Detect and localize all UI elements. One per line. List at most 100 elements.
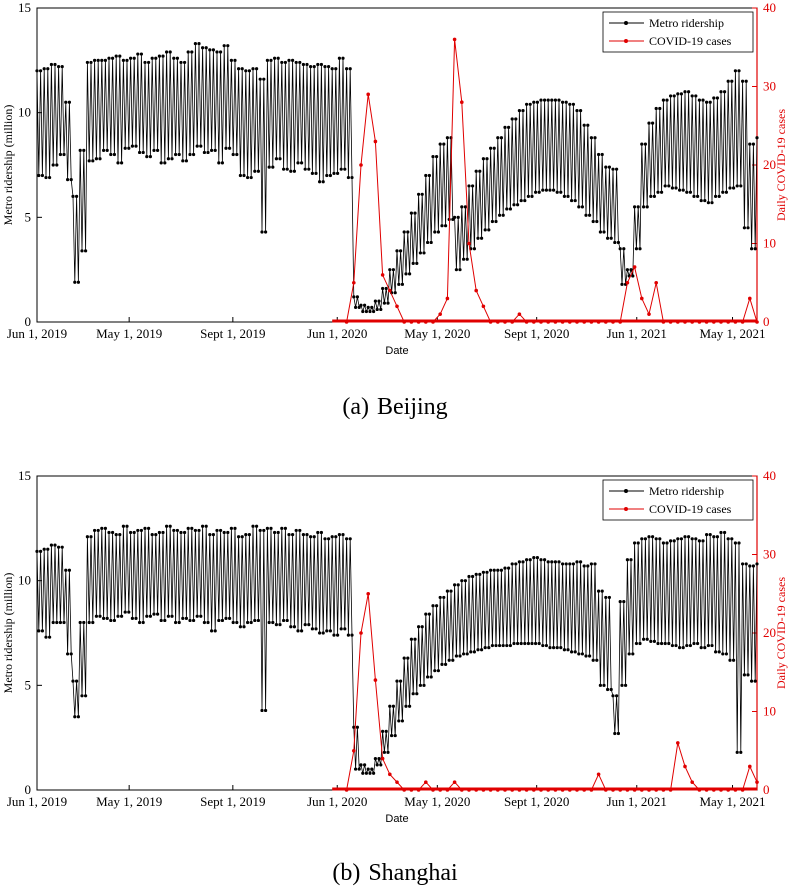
- covid-point: [373, 139, 378, 144]
- ridership-point: [341, 533, 345, 537]
- ridership-point: [42, 67, 46, 71]
- ridership-point: [667, 641, 671, 646]
- ridership-point: [744, 562, 748, 566]
- ridership-point: [238, 173, 242, 178]
- ridership-point: [159, 618, 163, 623]
- ridership-point: [478, 169, 482, 173]
- ridership-point: [427, 173, 431, 178]
- ridership-point: [296, 161, 300, 165]
- ridership-point: [325, 629, 329, 633]
- covid-point: [496, 788, 500, 792]
- ridership-point: [332, 633, 336, 637]
- ridership-line: [36, 526, 758, 775]
- ridership-point: [600, 589, 604, 593]
- ridership-point: [530, 641, 534, 646]
- ridership-point: [226, 44, 230, 48]
- ridership-point: [633, 541, 637, 545]
- ridership-point: [147, 526, 151, 530]
- ridership-point: [624, 683, 628, 687]
- covid-point: [352, 748, 356, 753]
- ridership-point: [604, 165, 608, 169]
- ridership-point: [458, 654, 462, 658]
- covid-point: [697, 788, 702, 792]
- ridership-point: [465, 257, 469, 261]
- ridership-point: [184, 159, 188, 163]
- legend: Metro ridership COVID-19 cases: [602, 11, 754, 53]
- covid-point: [740, 320, 745, 324]
- y2-tick-label: 10: [763, 236, 776, 251]
- ridership-point: [476, 648, 480, 652]
- ridership-point: [195, 144, 199, 148]
- ridership-point: [134, 144, 138, 148]
- ridership-point: [109, 152, 113, 157]
- ridership-point: [634, 247, 639, 251]
- ridership-point: [566, 648, 570, 652]
- ridership-point: [301, 533, 305, 537]
- ridership-point: [562, 648, 567, 652]
- covid-point: [424, 780, 428, 784]
- ridership-point: [719, 530, 723, 535]
- ridership-point: [172, 56, 176, 60]
- ridership-point: [723, 90, 727, 94]
- covid-point: [438, 788, 443, 792]
- ridership-point: [355, 295, 359, 299]
- ridership-point: [175, 528, 179, 533]
- x-tick-label: May 1, 2021: [699, 794, 765, 809]
- ridership-point: [107, 530, 111, 535]
- ridership-point: [665, 541, 669, 545]
- y2-tick-label: 30: [763, 547, 776, 562]
- x-tick-label: Jun 1, 2019: [7, 794, 67, 809]
- covid-point: [431, 788, 435, 792]
- y2-tick-label: 20: [763, 157, 776, 172]
- covid-point: [510, 320, 514, 324]
- covid-point: [524, 788, 529, 792]
- ridership-point: [573, 198, 577, 203]
- ridership-point: [436, 230, 440, 234]
- ridership-point: [660, 190, 664, 194]
- ridership-point: [148, 155, 152, 159]
- ridership-point: [483, 646, 487, 650]
- ridership-point: [366, 305, 370, 309]
- ridership-point: [703, 646, 707, 650]
- y-tick-label: 5: [25, 209, 32, 224]
- ridership-point: [651, 121, 655, 125]
- ridership-point: [121, 58, 125, 62]
- x-tick-label: Jun 1, 2021: [607, 326, 667, 341]
- covid-point: [690, 320, 694, 324]
- ridership-point: [661, 541, 666, 545]
- covid-line: [346, 593, 758, 791]
- ridership-point: [399, 679, 403, 683]
- ridership-point: [742, 226, 747, 230]
- ridership-point: [440, 662, 444, 666]
- covid-point: [416, 320, 421, 324]
- ridership-point: [73, 280, 77, 284]
- legend-label-ridership: Metro ridership: [649, 16, 724, 30]
- ridership-point: [694, 94, 698, 98]
- x-tick-label: Jun 1, 2019: [7, 326, 67, 341]
- ridership-point: [181, 159, 185, 163]
- ridership-point: [285, 618, 289, 623]
- ridership-point: [283, 526, 287, 530]
- ridership-point: [458, 268, 462, 272]
- ridership-point: [291, 533, 295, 537]
- y-tick-label: 10: [18, 105, 31, 120]
- ridership-point: [507, 125, 511, 129]
- ridership-point: [138, 150, 142, 155]
- x-tick-label: May 1, 2019: [96, 326, 162, 341]
- y2-tick-label: 30: [763, 79, 776, 94]
- covid-point: [596, 772, 601, 777]
- ridership-point: [318, 631, 322, 635]
- ridership-point: [400, 719, 404, 723]
- ridership-point: [679, 537, 684, 541]
- ridership-point: [598, 230, 603, 234]
- ridership-point: [645, 205, 649, 209]
- covid-point: [373, 678, 378, 682]
- ridership-point: [55, 163, 59, 167]
- ridership-point: [741, 79, 745, 83]
- ridership-point: [298, 528, 302, 533]
- ridership-point: [670, 186, 675, 190]
- ridership-point: [141, 150, 145, 155]
- ridership-point: [516, 641, 520, 646]
- ridership-point: [436, 669, 440, 673]
- ridership-point: [105, 616, 109, 620]
